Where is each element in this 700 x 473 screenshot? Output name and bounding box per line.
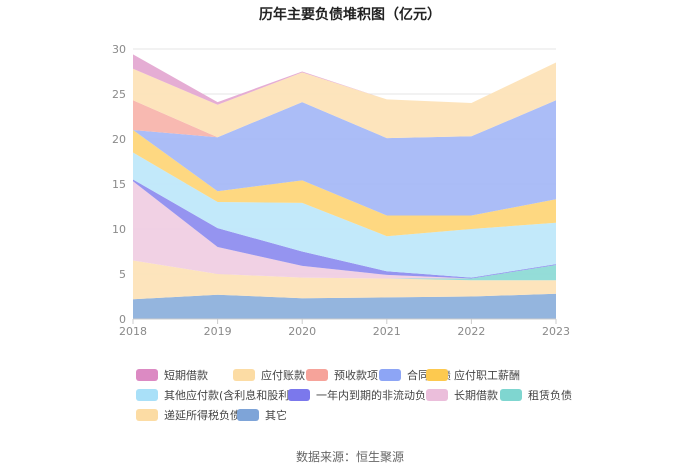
y-tick-label: 30 [112, 43, 126, 56]
legend-label: 递延所得税负债 [164, 409, 241, 422]
x-tick-label: 2020 [288, 325, 316, 338]
legend-label: 短期借款 [164, 369, 208, 382]
area-series-1 [133, 260, 556, 300]
y-tick-label: 5 [119, 268, 126, 281]
legend-swatch [136, 369, 158, 381]
legend-swatch [288, 389, 310, 401]
legend-label: 应付职工薪酬 [454, 369, 520, 382]
x-tick-label: 2018 [119, 325, 147, 338]
legend-swatch [500, 389, 522, 401]
legend-swatch [237, 409, 259, 421]
area-series-9 [133, 62, 556, 139]
chart-title: 历年主要负债堆积图（亿元） [259, 7, 441, 23]
area-series-4 [133, 179, 556, 279]
legend-item[interactable]: 其他应付款(含利息和股利) [136, 388, 294, 402]
legend-swatch [379, 369, 401, 381]
legend-label: 预收款项 [334, 369, 378, 382]
y-tick-label: 20 [112, 133, 126, 146]
legend-item[interactable]: 其它 [237, 408, 287, 422]
legend-swatch [233, 369, 255, 381]
legend-item[interactable]: 递延所得税负债 [136, 408, 241, 422]
legend-label: 其它 [265, 409, 287, 422]
axis-layer: 0 5 10 15 20 25 30 2018 2019 2020 2021 2022 2023 [112, 43, 570, 338]
legend-item[interactable]: 长期借款 [426, 388, 498, 402]
x-tick-label: 2019 [204, 325, 232, 338]
area-series-6 [133, 130, 556, 237]
y-tick-label: 10 [112, 223, 126, 236]
legend-label: 其他应付款(含利息和股利) [164, 389, 294, 402]
legend-label: 应付账款 [261, 369, 305, 382]
legend-swatch [426, 369, 448, 381]
legend-label: 长期借款 [454, 389, 498, 402]
legend-item[interactable]: 预收款项 [306, 368, 378, 382]
y-tick-label: 15 [112, 178, 126, 191]
legend-label: 一年内到期的非流动负债 [316, 389, 437, 402]
legend-label: 租赁负债 [528, 389, 572, 402]
legend-item[interactable]: 租赁负债 [500, 388, 572, 402]
legend-swatch [136, 409, 158, 421]
area-series-2 [133, 260, 556, 281]
y-tick-label: 25 [112, 88, 126, 101]
area-series-3 [133, 181, 556, 279]
area-series-0 [133, 293, 556, 319]
legend-item[interactable]: 应付职工薪酬 [426, 368, 520, 382]
x-tick-label: 2023 [542, 325, 570, 338]
x-tick-label: 2021 [373, 325, 401, 338]
legend-item[interactable]: 一年内到期的非流动负债 [288, 388, 437, 402]
area-series-7 [133, 100, 556, 216]
legend-item[interactable]: 短期借款 [136, 368, 208, 382]
legend-item[interactable]: 应付账款 [233, 368, 305, 382]
data-source: 数据来源：恒生聚源 [295, 450, 404, 464]
x-tick-label: 2022 [457, 325, 485, 338]
area-layer [133, 54, 556, 319]
legend-swatch [306, 369, 328, 381]
legend-swatch [426, 389, 448, 401]
area-series-5 [133, 152, 556, 278]
legend-swatch [136, 389, 158, 401]
y-tick-label: 0 [119, 313, 126, 326]
